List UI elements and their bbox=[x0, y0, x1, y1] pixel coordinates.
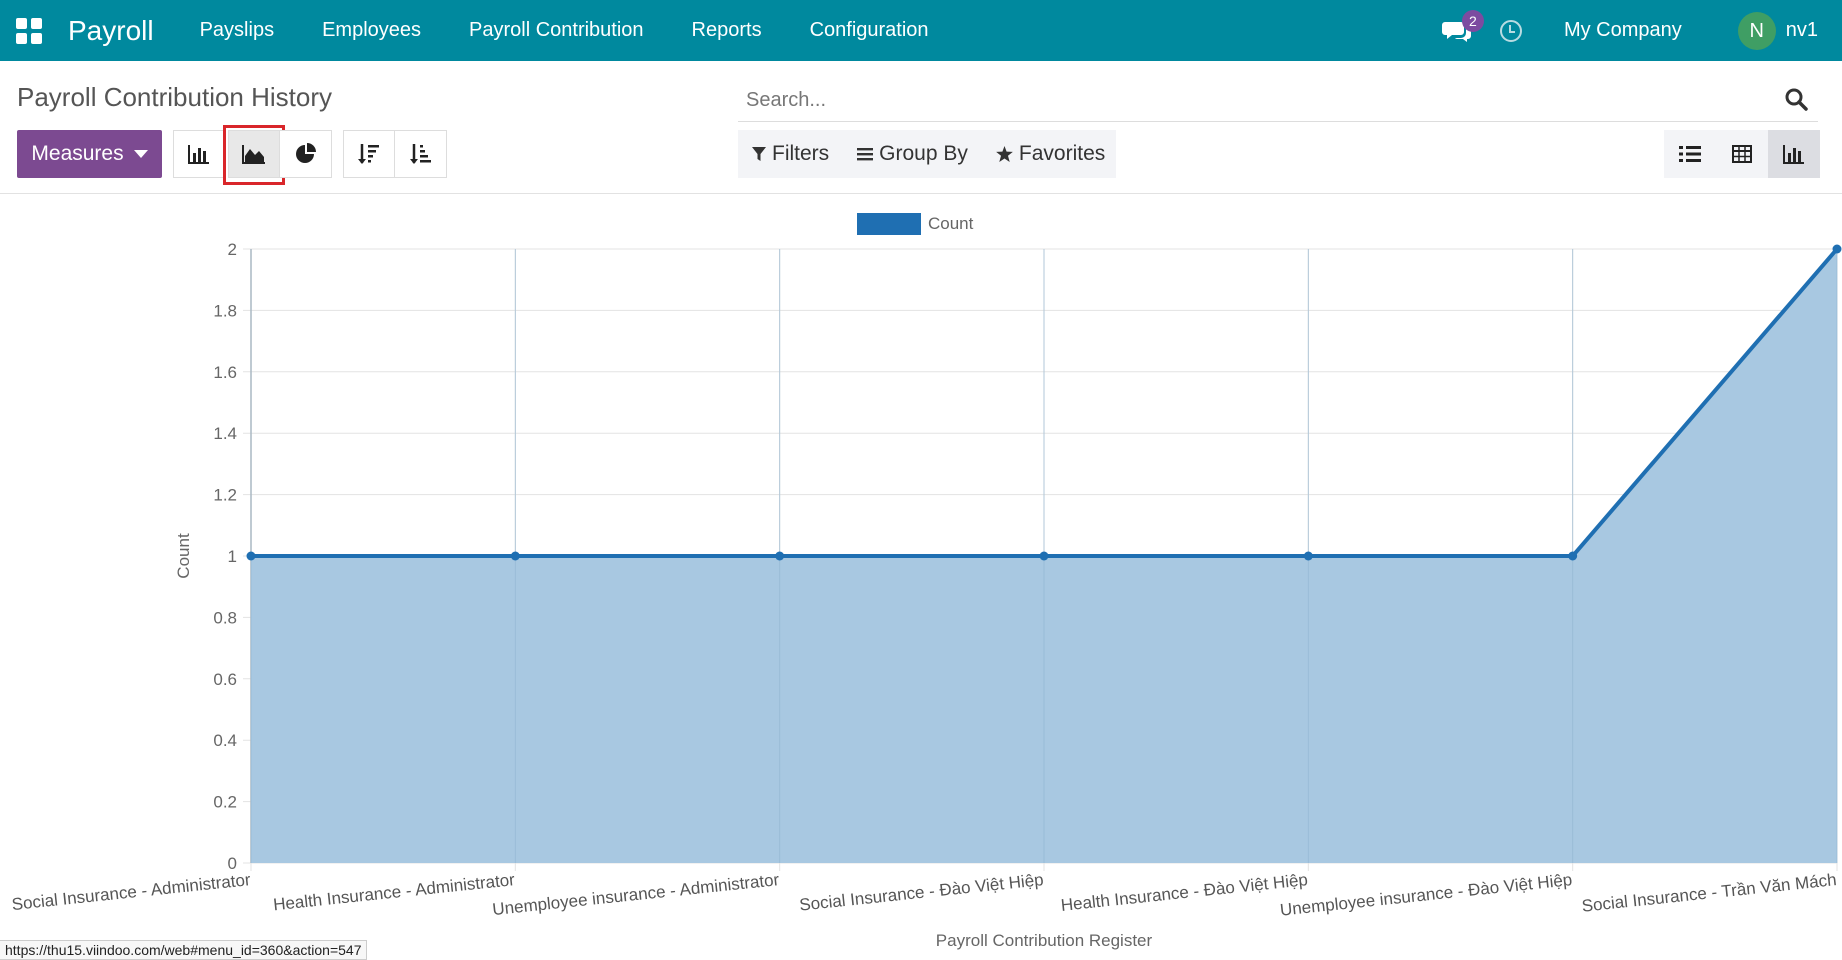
company-switcher[interactable]: My Company bbox=[1563, 19, 1682, 41]
y-axis-label: Count bbox=[174, 533, 193, 579]
control-panel-divider bbox=[0, 193, 1842, 194]
y-tick-label: 2 bbox=[228, 240, 237, 259]
navbar-right: 2 My Company N nv1 bbox=[1441, 0, 1842, 61]
bars-icon bbox=[857, 148, 874, 161]
pivot-view-button[interactable] bbox=[1716, 130, 1768, 178]
activity-clock-icon[interactable] bbox=[1499, 19, 1522, 42]
x-tick-label: Health Insurance - Administrator bbox=[272, 870, 516, 914]
x-tick-label: Unemployee insurance - Đào Việt Hiệp bbox=[1279, 870, 1573, 920]
y-tick-label: 0.8 bbox=[213, 608, 237, 627]
data-point bbox=[775, 551, 785, 561]
y-tick-label: 0 bbox=[228, 854, 237, 873]
filters-label: Filters bbox=[772, 142, 830, 165]
sort-descending-button[interactable] bbox=[343, 130, 395, 178]
bar-chart-icon bbox=[1783, 145, 1804, 164]
search-input[interactable] bbox=[738, 80, 1778, 120]
bar-chart-icon bbox=[188, 145, 209, 164]
page-title: Payroll Contribution History bbox=[17, 82, 333, 112]
y-tick-label: 0.2 bbox=[213, 793, 237, 812]
y-tick-label: 1.6 bbox=[213, 363, 237, 382]
top-navbar: Payroll Payslips Employees Payroll Contr… bbox=[0, 0, 1842, 61]
group-by-dropdown[interactable]: Group By bbox=[857, 142, 968, 166]
legend-swatch-count bbox=[857, 213, 921, 235]
graph-view-button[interactable] bbox=[1768, 130, 1820, 178]
pie-chart-button[interactable] bbox=[280, 130, 332, 178]
x-tick-label: Social Insurance - Administrator bbox=[11, 870, 252, 914]
menu-payslips[interactable]: Payslips bbox=[199, 19, 275, 41]
measures-label: Measures bbox=[31, 142, 124, 165]
sort-descending-icon bbox=[358, 144, 379, 164]
search-options-bar: Filters Group By Favorites bbox=[738, 130, 1116, 178]
menu-payroll-contribution[interactable]: Payroll Contribution bbox=[469, 19, 644, 41]
search-bar bbox=[738, 80, 1818, 122]
data-point bbox=[246, 551, 256, 561]
x-tick-label: Unemployee insurance - Administrator bbox=[491, 870, 780, 919]
y-tick-label: 1.2 bbox=[213, 486, 237, 505]
series-points bbox=[246, 244, 1842, 561]
view-switcher bbox=[1664, 130, 1820, 178]
x-tick-label: Social Insurance - Đào Việt Hiệp bbox=[798, 870, 1044, 915]
y-tick-label: 0.4 bbox=[213, 731, 237, 750]
favorites-dropdown[interactable]: Favorites bbox=[996, 142, 1105, 166]
menu-reports[interactable]: Reports bbox=[691, 19, 762, 41]
app-brand[interactable]: Payroll bbox=[68, 14, 154, 46]
caret-down-icon bbox=[133, 150, 148, 158]
y-axis-ticks: 0 0.2 0.4 0.6 0.8 1 1.2 1.4 1.6 1.8 2 bbox=[213, 240, 237, 873]
list-view-button[interactable] bbox=[1664, 130, 1716, 178]
data-point bbox=[510, 551, 520, 561]
search-icon[interactable] bbox=[1784, 87, 1808, 111]
y-tick-label: 1.8 bbox=[213, 301, 237, 320]
menu-employees[interactable]: Employees bbox=[322, 19, 422, 41]
area-chart-icon bbox=[242, 145, 265, 164]
favorites-label: Favorites bbox=[1018, 142, 1106, 165]
user-avatar[interactable]: N bbox=[1737, 11, 1776, 50]
filters-dropdown[interactable]: Filters bbox=[752, 142, 829, 166]
star-icon bbox=[996, 146, 1013, 162]
data-point bbox=[1568, 551, 1578, 561]
apps-menu-icon[interactable] bbox=[16, 17, 42, 44]
y-tick-label: 1.4 bbox=[213, 424, 237, 443]
x-axis-ticks: Social Insurance - Administrator Health I… bbox=[11, 870, 1838, 920]
status-bar-url: https://thu15.viindoo.com/web#menu_id=36… bbox=[0, 940, 368, 960]
x-tick-label: Social Insurance - Trần Văn Mách bbox=[1581, 870, 1838, 916]
messages-badge: 2 bbox=[1461, 9, 1484, 32]
x-axis-label: Payroll Contribution Register bbox=[936, 931, 1153, 950]
measures-button[interactable]: Measures bbox=[17, 130, 162, 178]
data-point bbox=[1039, 551, 1049, 561]
messages-icon[interactable]: 2 bbox=[1441, 9, 1484, 44]
line-chart-button[interactable] bbox=[228, 130, 280, 178]
sort-ascending-button[interactable] bbox=[395, 130, 447, 178]
user-menu[interactable]: nv1 bbox=[1785, 19, 1818, 41]
sort-ascending-icon bbox=[409, 144, 431, 164]
table-icon bbox=[1732, 145, 1752, 163]
data-point bbox=[1303, 551, 1313, 561]
list-view-icon bbox=[1679, 146, 1701, 162]
group-by-label: Group By bbox=[879, 142, 968, 165]
pie-chart-icon bbox=[295, 143, 316, 163]
filter-icon bbox=[752, 147, 766, 161]
legend-label-count: Count bbox=[928, 214, 974, 233]
menu-configuration[interactable]: Configuration bbox=[809, 19, 929, 41]
data-point bbox=[1832, 244, 1842, 254]
y-tick-label: 1 bbox=[228, 547, 237, 566]
y-tick-label: 0.6 bbox=[213, 670, 237, 689]
x-tick-label: Health Insurance - Đào Việt Hiệp bbox=[1060, 870, 1309, 915]
